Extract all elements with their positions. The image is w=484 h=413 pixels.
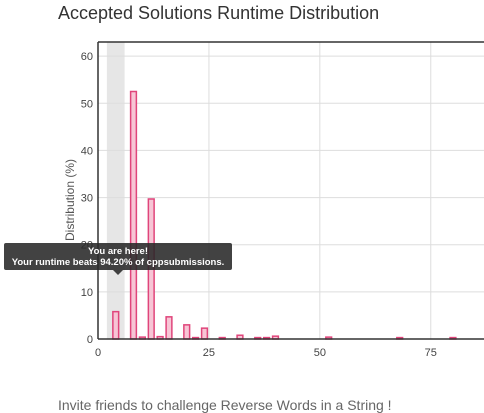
x-tick-label: 0 [95,347,101,359]
x-tick-label: 75 [425,347,437,359]
y-tick-label: 40 [81,145,93,157]
y-axis-label: Distribution (%) [63,158,77,242]
y-tick-label: 30 [81,193,93,205]
x-tick-label: 50 [314,347,326,359]
bar [112,310,120,340]
y-tick-label: 10 [81,287,93,299]
your-runtime-band [106,42,125,339]
bar [165,316,173,340]
tooltip-line-2: Your runtime beats 94.20% of cppsubmissi… [11,257,225,268]
bar [200,327,209,340]
y-tick-label: 0 [87,334,93,346]
tooltip-line-1: You are here! [87,246,148,257]
invite-friends-link[interactable]: Invite friends to challenge Reverse Word… [58,397,392,413]
bar [183,324,191,340]
chart-title: Accepted Solutions Runtime Distribution [58,3,380,23]
tooltip-arrow [113,270,123,275]
y-tick-label: 60 [81,51,93,63]
bar [129,90,138,340]
y-tick-label: 50 [81,98,93,110]
runtime-tooltip: You are here! Your runtime beats 94.20% … [4,243,232,275]
x-tick-label: 25 [203,347,215,359]
